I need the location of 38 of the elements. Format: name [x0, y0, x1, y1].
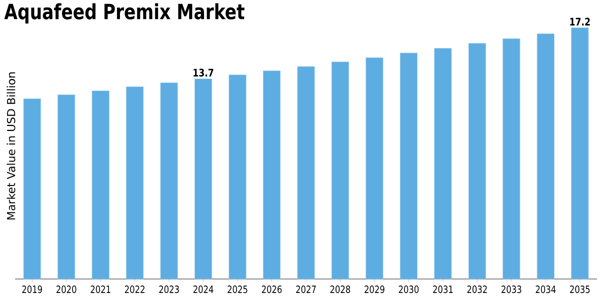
bar [468, 43, 486, 280]
x-tick-label: 2034 [536, 286, 556, 294]
bar [297, 66, 315, 280]
x-tick-label: 2020 [56, 286, 76, 294]
x-tick-label: 2022 [124, 286, 144, 294]
bar [58, 94, 76, 280]
bar [366, 57, 384, 280]
bar [434, 48, 452, 280]
bar [23, 98, 41, 280]
bar [331, 62, 349, 280]
bar [400, 52, 418, 280]
x-tick-label: 2019 [22, 286, 42, 294]
x-tick-label: 2028 [330, 286, 350, 294]
x-tick-label: 2029 [364, 286, 384, 294]
bar [92, 90, 110, 280]
x-tick-label: 2033 [502, 286, 522, 294]
bar [571, 27, 589, 280]
x-tick-label: 2030 [398, 286, 419, 294]
x-tick-label: 2021 [90, 286, 110, 294]
bar [536, 33, 554, 280]
chart-title: Aquafeed Premix Market [4, 3, 244, 24]
bar [263, 70, 281, 280]
x-tick-label: 2026 [262, 286, 282, 294]
bar [126, 86, 144, 280]
x-tick-label: 2032 [467, 286, 487, 294]
data-label: 13.7 [194, 68, 214, 77]
bar [228, 74, 246, 280]
x-tick-label: 2035 [570, 286, 590, 294]
data-label: 17.2 [570, 18, 590, 26]
x-tick-label: 2027 [296, 286, 316, 294]
x-tick-label: 2025 [228, 286, 248, 294]
y-axis-title: Market Value in USD Billion [6, 72, 16, 220]
x-tick-label: 2023 [159, 286, 179, 294]
bar [160, 82, 178, 280]
bar [502, 38, 520, 280]
x-tick-label: 2024 [193, 286, 214, 294]
x-tick-label: 2031 [433, 286, 453, 294]
bar [194, 78, 212, 280]
